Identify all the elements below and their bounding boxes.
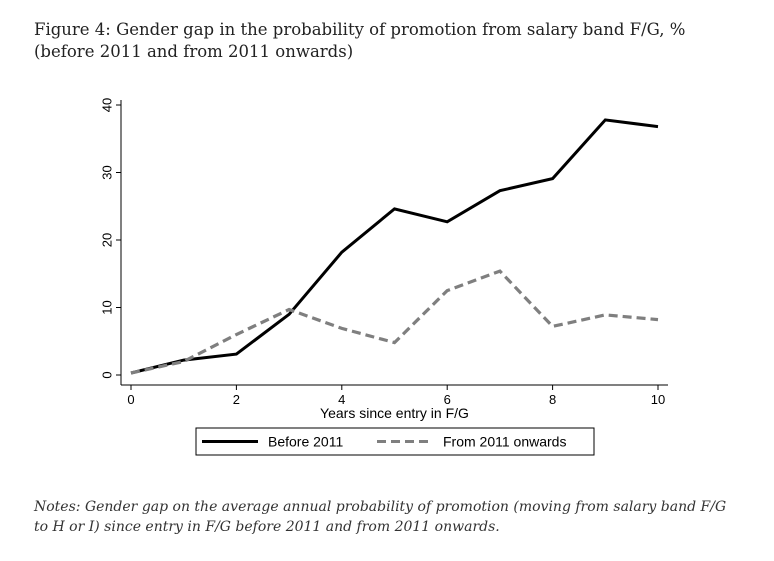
figure-notes: Notes: Gender gap on the average annual … bbox=[34, 499, 727, 535]
figure-title: Figure 4: Gender gap in the probability … bbox=[34, 20, 686, 61]
legend-box bbox=[195, 427, 595, 456]
y-tick-label: 20 bbox=[100, 233, 115, 247]
x-axis-title: Years since entry in F/G bbox=[320, 405, 469, 421]
y-tick-label: 10 bbox=[100, 300, 115, 314]
y-tick-label: 40 bbox=[100, 98, 115, 112]
line-chart: 0 10 20 30 40 0 2 4 6 8 10 Years since entry in F… bbox=[100, 98, 668, 456]
y-tick-label: 0 bbox=[100, 371, 115, 378]
y-axis: 0 10 20 30 40 bbox=[100, 98, 121, 379]
x-axis: 0 2 4 6 8 10 bbox=[127, 385, 665, 407]
x-tick-label: 4 bbox=[338, 392, 345, 407]
y-tick-label: 30 bbox=[100, 165, 115, 179]
x-tick-label: 10 bbox=[651, 392, 665, 407]
x-tick-label: 0 bbox=[127, 392, 134, 407]
x-tick-label: 2 bbox=[233, 392, 240, 407]
legend: Before 2011 From 2011 onwards bbox=[195, 427, 595, 456]
plot-frame bbox=[120, 100, 668, 386]
series-layer bbox=[130, 118, 659, 375]
legend-label: Before 2011 bbox=[268, 434, 343, 450]
x-tick-label: 8 bbox=[549, 392, 556, 407]
legend-label: From 2011 onwards bbox=[443, 434, 566, 450]
x-tick-label: 6 bbox=[444, 392, 451, 407]
series-line-before-2011 bbox=[130, 118, 659, 375]
series-line-from-2011-onwards bbox=[130, 269, 659, 375]
